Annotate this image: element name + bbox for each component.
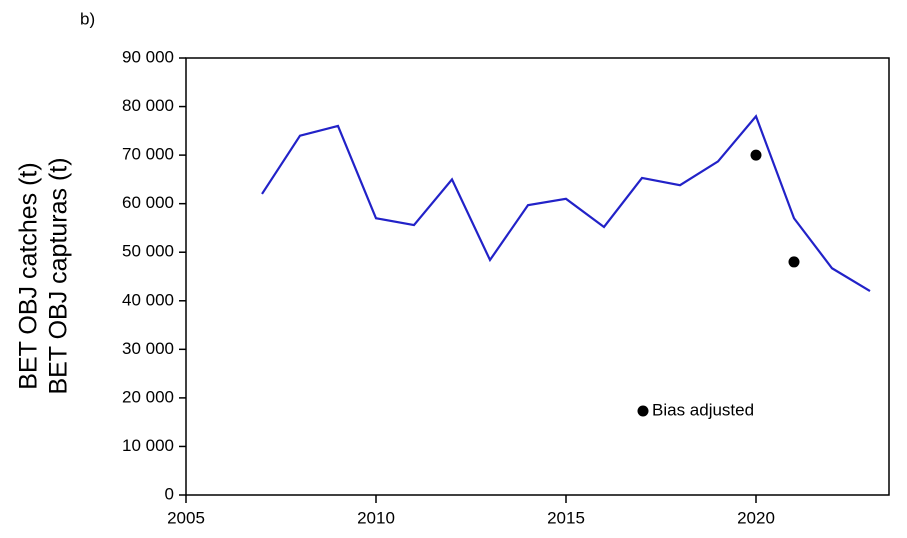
y-tick-label: 10 000 <box>122 436 174 455</box>
y-tick-label: 30 000 <box>122 339 174 358</box>
y-axis-title: BET OBJ catches (t) <box>15 162 43 389</box>
y-tick-label: 0 <box>165 484 174 503</box>
panel-label: b) <box>80 9 95 28</box>
y-tick-label: 70 000 <box>122 145 174 164</box>
y-tick-label: 60 000 <box>122 193 174 212</box>
x-tick-label: 2015 <box>547 508 585 527</box>
y-tick-label: 90 000 <box>122 47 174 66</box>
legend-label: Bias adjusted <box>652 400 754 419</box>
data-point <box>750 149 762 161</box>
y-tick-label: 20 000 <box>122 387 174 406</box>
x-tick-label: 2020 <box>737 508 775 527</box>
y-axis-title: BET OBJ capturas (t) <box>45 157 73 394</box>
x-tick-label: 2005 <box>167 508 205 527</box>
plot-frame <box>185 57 890 496</box>
data-point <box>788 256 800 268</box>
y-tick-label: 80 000 <box>122 96 174 115</box>
y-tick-label: 50 000 <box>122 242 174 261</box>
x-tick-label: 2010 <box>357 508 395 527</box>
legend-marker <box>637 405 649 417</box>
y-tick-label: 40 000 <box>122 290 174 309</box>
data-line <box>261 114 871 293</box>
